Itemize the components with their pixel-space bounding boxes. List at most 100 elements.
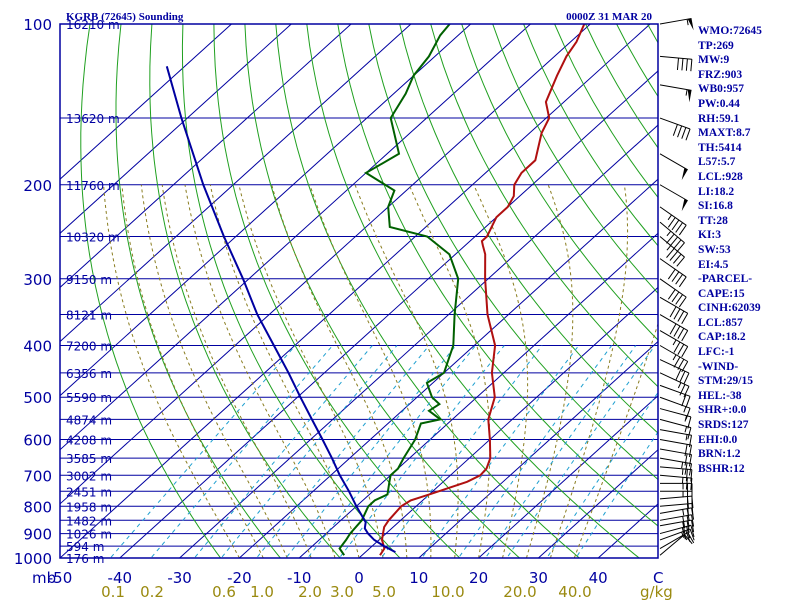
dry-adiabat-390 [523,24,658,247]
index-item: SRDS:127 [698,419,749,432]
index-item: LCL:928 [698,170,743,183]
wind-barb-625 [659,448,693,467]
wind-barb-175 [659,153,688,181]
index-item: CAPE:15 [698,287,745,300]
wind-barb-130 [659,84,692,103]
wind-barb-675 [659,466,693,482]
temperature-tick--30: -30 [167,569,192,587]
wind-barb-600 [659,439,693,457]
dry-adiabat-250 [80,24,222,558]
dry-adiabat-290 [213,24,461,558]
index-item: HEL:-38 [698,389,742,402]
mixing-ratio-line-5 [380,345,543,558]
index-item: BRN:1.2 [698,448,741,461]
mixing-ratio-line-40 [575,431,658,558]
height-label-200: 11760 m [66,179,120,193]
mixing-ratio-tick-9: 40.0 [558,583,591,600]
wind-barbs [659,17,695,556]
pressure-tick-600: 600 [23,432,52,450]
wind-barb-220 [659,206,687,236]
index-item: WMO:72645 [698,25,762,37]
mixing-ratio-line-0.2 [150,345,334,558]
height-label-850: 1482 m [66,514,112,528]
height-label-400: 7200 m [66,340,112,354]
index-item: FRZ:903 [698,68,743,81]
moist-adiabat-36 [573,322,658,558]
mixing-ratio-line-0.1 [109,345,296,558]
mixing-ratio-tick-7: 10.0 [431,583,464,600]
temperature-tick-30: 30 [529,569,548,587]
isotherm--40 [119,70,658,558]
temperature-tick--50: -50 [48,569,73,587]
mixing-ratio-line-3 [338,345,505,558]
moist-adiabat-8 [271,184,408,558]
temperature-tick-20: 20 [469,569,488,587]
chart-title: KGRB (72645) Sounding [66,11,184,23]
mixing-ratio-tick-0: 0.1 [101,583,125,600]
isotherm--70 [60,24,531,451]
dry-adiabat-370 [461,24,658,341]
height-label-350: 8121 m [66,309,112,323]
index-item: KI:3 [698,229,721,242]
height-label-1000: 176 m [66,552,104,566]
wind-barb-925 [659,528,695,542]
mixing-ratio-tick-3: 1.0 [250,583,274,600]
index-item: SI:16.8 [698,200,733,213]
wind-barb-450 [659,372,690,398]
wind-barb-350 [659,314,689,342]
mixing-ratio-unit-label: g/kg [640,583,673,600]
index-item: TP:269 [698,39,734,52]
temperature-tick-0: 0 [354,569,364,587]
index-item: WB0:957 [698,83,744,96]
index-item: CAP:18.2 [698,331,746,344]
index-item: L57:5.7 [698,156,736,169]
isotherm-0 [358,286,658,558]
sounding-profiles [165,24,586,556]
plot-frame [59,23,659,559]
mixing-ratio-tick-2: 0.6 [212,583,236,600]
index-item: TH:5414 [698,141,742,154]
plot-border [59,23,659,559]
index-item: LI:18.2 [698,185,735,198]
dry-adiabat-340 [368,24,658,481]
isotherm--80 [60,24,472,397]
parcel-profile [165,66,396,553]
index-item: TT:28 [698,214,728,227]
dry-adiabat-270 [149,24,341,558]
moist-adiabat--12 [140,184,288,558]
temperature-tick--40: -40 [108,569,133,587]
isotherm--20 [238,178,658,558]
isotherm-10 [418,340,658,558]
temperature-tick--20: -20 [227,569,252,587]
chart-valid-time: 0000Z 31 MAR 20 [566,11,652,23]
height-label-950: 594 m [66,540,104,554]
index-item: MW:9 [698,54,730,67]
isotherm--100 [60,24,352,289]
moist-adiabat--16 [121,184,264,558]
dry-adiabat-310 [275,24,581,558]
dry-adiabat-350 [399,24,658,434]
index-item: MAXT:8.7 [698,127,751,140]
height-label-500: 5590 m [66,391,112,405]
temperature-tick--10: -10 [287,569,312,587]
index-item: EHI:0.0 [698,433,738,446]
mixing-ratio-line-0.6 [220,345,398,558]
isotherm-30 [537,449,658,558]
moist-adiabat-32 [549,184,629,558]
wind-barb-375 [659,330,689,358]
temperature-profile [379,24,586,556]
dry-adiabat-320 [306,24,641,558]
height-label-300: 9150 m [66,273,112,287]
mixing-ratio-line-1.5 [285,345,457,558]
dewpoint-profile [338,24,460,556]
pressure-tick-700: 700 [23,467,52,485]
mixing-ratio-tick-4: 2.0 [298,583,322,600]
wind-barb-650 [659,457,693,476]
pressure-tick-1000: 1000 [14,550,52,568]
index-item: CINH:62039 [698,302,761,315]
mixing-ratio-line-16 [484,345,637,558]
height-label-900: 1026 m [66,528,112,542]
height-label-800: 1958 m [66,500,112,514]
wind-barb-200 [659,184,688,212]
